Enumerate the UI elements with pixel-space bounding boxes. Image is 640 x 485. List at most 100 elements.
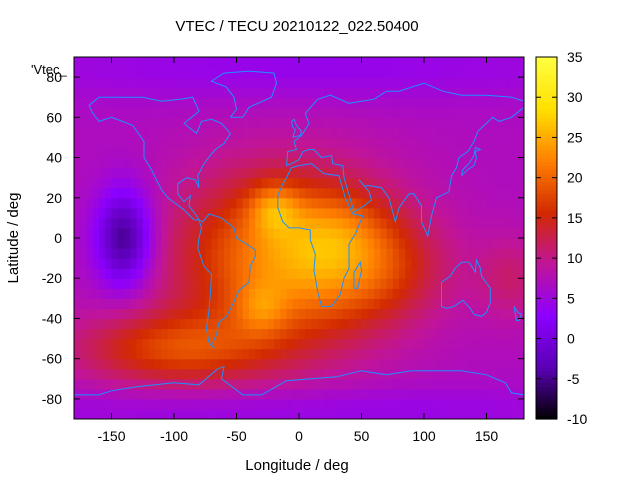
heatmap-cell [242,227,250,239]
heatmap-cell [417,87,425,98]
heatmap-cell [305,368,313,380]
heatmap-cell [92,258,100,269]
heatmap-cell [474,197,481,209]
heatmap-cell [249,87,256,98]
y-tick-label: 40 [46,150,62,166]
heatmap-cell [399,217,406,229]
heatmap-cell [236,207,244,219]
heatmap-cell [180,197,188,209]
heatmap-cell [317,77,325,88]
heatmap-cell [442,248,450,259]
heatmap-cell [192,227,200,239]
heatmap-cell [136,368,144,380]
heatmap-cell [505,177,513,189]
heatmap-cell [474,378,481,390]
heatmap-cell [349,77,356,88]
heatmap-cell [399,288,406,299]
heatmap-cell [436,227,444,239]
coastline-madagascar [353,260,363,289]
heatmap-cell [305,217,313,229]
heatmap-cell [111,378,119,390]
heatmap-cell [261,77,269,88]
heatmap-cell [199,107,206,118]
heatmap-cell [442,177,450,189]
heatmap-cell [411,67,419,78]
heatmap-cell [299,177,306,189]
heatmap-cell [130,127,138,139]
heatmap-cell [242,358,250,370]
heatmap-cell [199,157,206,169]
heatmap-cell [492,308,500,320]
heatmap-cell [405,318,413,330]
heatmap-cell [80,238,88,249]
heatmap-cell [86,137,94,149]
heatmap-cell [374,408,381,419]
heatmap-cell [411,258,419,269]
heatmap-cell [124,288,131,299]
heatmap-cell [399,137,406,149]
heatmap-cell [136,238,144,249]
heatmap-cell [324,248,331,259]
heatmap-cell [280,107,288,118]
heatmap-cell [99,167,106,179]
heatmap-cell [305,187,313,199]
heatmap-cell [361,338,369,350]
heatmap-cell [286,77,294,88]
heatmap-cell [149,308,156,320]
heatmap-cell [199,238,206,249]
heatmap-cell [249,378,256,390]
heatmap-cell [74,117,81,128]
heatmap-cell [230,177,238,189]
heatmap-cell [86,157,94,169]
heatmap-cell [311,137,319,149]
heatmap-cell [192,278,200,289]
heatmap-cell [349,187,356,199]
heatmap-cell [117,328,125,340]
heatmap-cell [236,77,244,88]
heatmap-cell [205,298,213,309]
heatmap-cell [517,278,524,289]
heatmap-cell [286,197,294,209]
heatmap-cell [417,318,425,330]
heatmap-cell [461,217,469,229]
heatmap-cell [155,248,163,259]
heatmap-cell [211,298,219,309]
heatmap-cell [111,87,119,98]
heatmap-cell [305,107,313,118]
heatmap-cell [117,308,125,320]
heatmap-cell [99,77,106,88]
heatmap-cell [192,318,200,330]
heatmap-cell [161,318,169,330]
heatmap-cell [267,298,275,309]
heatmap-cell [124,318,131,330]
heatmap-cell [455,57,463,68]
heatmap-cell [224,127,231,139]
heatmap-cell [455,318,463,330]
heatmap-cell [417,348,425,360]
heatmap-cell [505,97,513,108]
heatmap-cell [517,258,524,269]
heatmap-cell [449,157,456,169]
heatmap-cell [317,107,325,118]
heatmap-cell [299,368,306,380]
heatmap-cell [349,147,356,159]
heatmap-cell [505,408,513,419]
heatmap-cell [199,197,206,209]
heatmap-cell [461,358,469,370]
heatmap-cell [274,227,281,239]
heatmap-cell [199,278,206,289]
heatmap-cell [105,308,113,320]
heatmap-cell [430,117,438,128]
heatmap-cell [211,157,219,169]
heatmap-cell [424,388,431,400]
heatmap-cell [105,137,113,149]
heatmap-cell [342,127,350,139]
heatmap-cell [361,258,369,269]
heatmap-cell [324,408,331,419]
heatmap-cell [455,127,463,139]
heatmap-cell [124,368,131,380]
heatmap-cell [192,288,200,299]
heatmap-cell [174,77,181,88]
heatmap-cell [105,57,113,68]
heatmap-cell [442,328,450,340]
